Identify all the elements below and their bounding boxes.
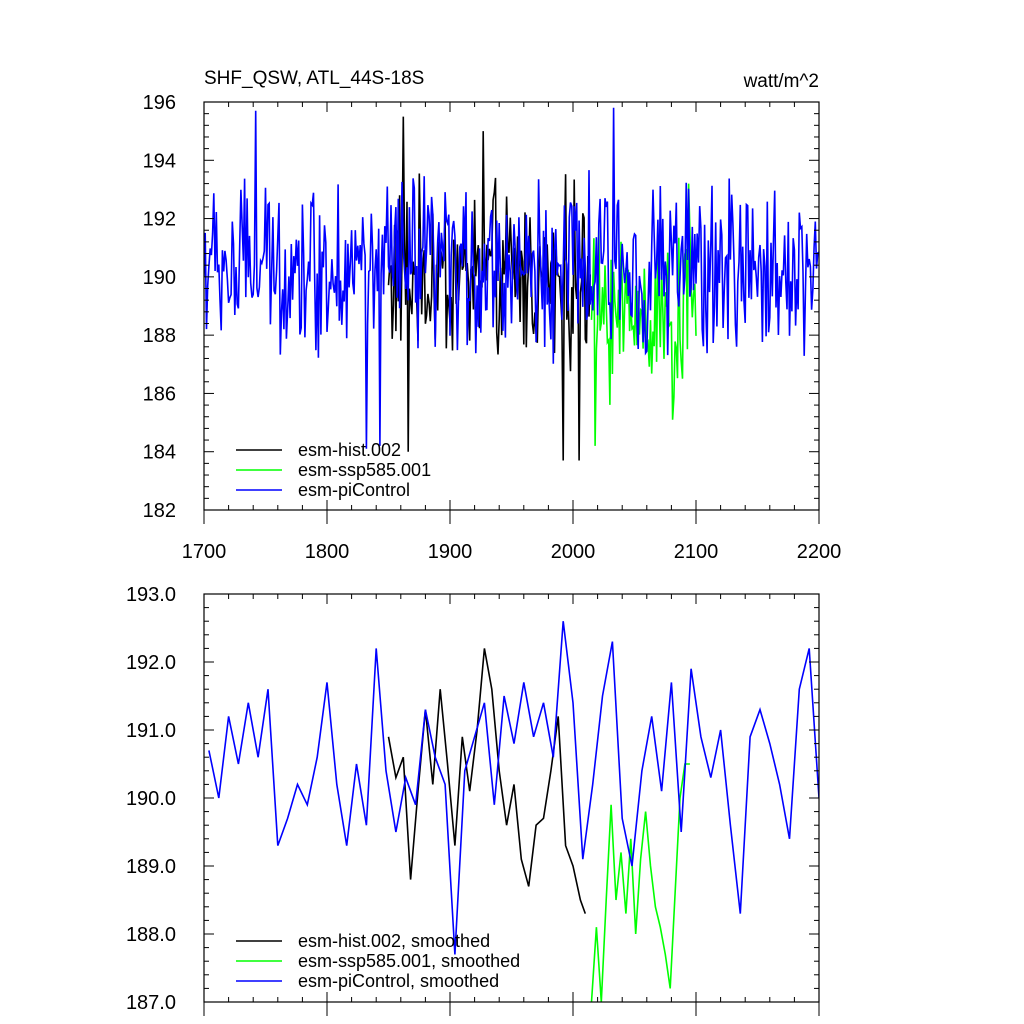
bottom-y-tick-label: 193.0 <box>126 584 176 606</box>
top-series-group <box>204 107 819 461</box>
bottom-series-group <box>208 621 819 1002</box>
top-x-tick-label: 1900 <box>428 541 473 563</box>
top-series-line-esm-picontrol <box>204 107 819 449</box>
bottom-y-tick-label: 191.0 <box>126 720 176 742</box>
top-y-tick-label: 186 <box>143 383 176 405</box>
bottom-y-tick-label: 187.0 <box>126 992 176 1014</box>
bottom-series-line-esm-ssp585-001-smoothed <box>590 763 690 1002</box>
bottom-y-tick-label: 190.0 <box>126 788 176 810</box>
top-x-tick-label: 1700 <box>182 541 227 563</box>
bottom-legend-label-esm-hist-002-smoothed: esm-hist.002, smoothed <box>298 931 490 951</box>
top-panel-units: watt/m^2 <box>743 71 819 92</box>
top-x-tick-label: 2200 <box>797 541 842 563</box>
top-x-tick-label: 2000 <box>551 541 596 563</box>
bottom-axes: 187.0 188.0 189.0 190.0 191.0 192.0 193.0 <box>126 584 820 1016</box>
bottom-legend-label-esm-picontrol-smoothed: esm-piControl, smoothed <box>298 971 499 991</box>
top-legend-label-esm-picontrol: esm-piControl <box>298 480 410 500</box>
top-axes: 182 184 186 188 190 192 194 196 1700 1800 1900 2000… <box>143 92 842 563</box>
top-y-tick-label: 196 <box>143 92 176 114</box>
top-y-tick-label: 182 <box>143 500 176 522</box>
top-y-tick-label: 188 <box>143 325 176 347</box>
top-panel-title: SHF_QSW, ATL_44S-18S <box>204 68 424 89</box>
top-x-tick-label: 2100 <box>674 541 719 563</box>
top-y-tick-label: 184 <box>143 442 176 464</box>
bottom-panel: 187.0 188.0 189.0 190.0 191.0 192.0 193.0 esm-… <box>126 584 820 1016</box>
top-y-tick-label: 192 <box>143 209 176 231</box>
bottom-y-tick-label: 188.0 <box>126 924 176 946</box>
bottom-legend-label-esm-ssp585-001-smoothed: esm-ssp585.001, smoothed <box>298 951 520 971</box>
top-panel: SHF_QSW, ATL_44S-18S watt/m^2 1821841861… <box>143 68 842 563</box>
top-y-tick-label: 194 <box>143 150 176 172</box>
top-legend-label-esm-hist-002: esm-hist.002 <box>298 440 401 460</box>
bottom-y-tick-label: 192.0 <box>126 652 176 674</box>
bottom-y-tick-label: 189.0 <box>126 856 176 878</box>
top-plot-frame <box>203 101 820 511</box>
top-legend-label-esm-ssp585-001: esm-ssp585.001 <box>298 460 431 480</box>
bottom-series-line-esm-picontrol-smoothed <box>208 621 819 955</box>
top-x-tick-label: 1800 <box>305 541 350 563</box>
top-y-tick-label: 190 <box>143 267 176 289</box>
